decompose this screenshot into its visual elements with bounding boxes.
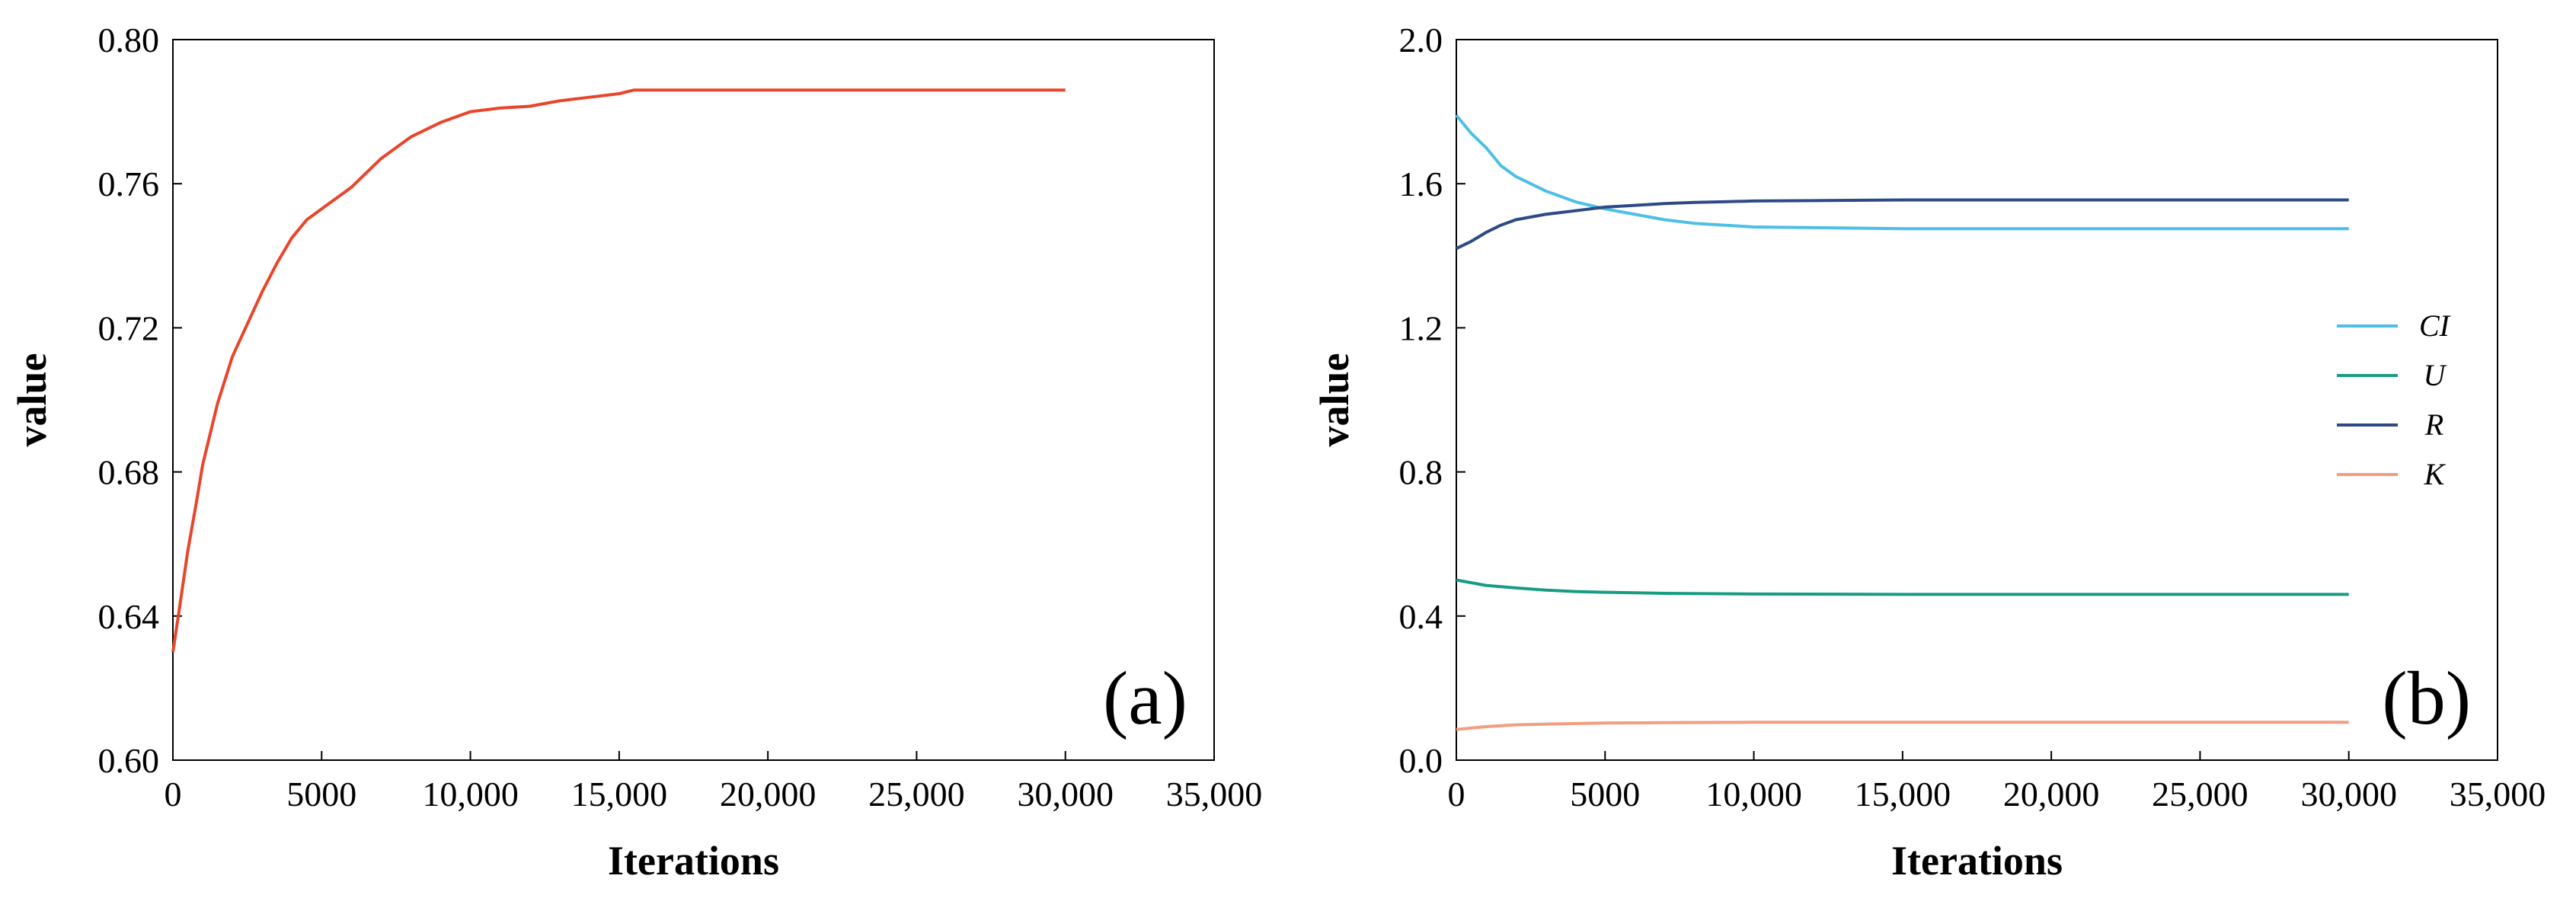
x-axis-title: Iterations xyxy=(608,838,779,884)
x-tick-label: 35,000 xyxy=(2450,775,2546,813)
y-axis-title: value xyxy=(9,353,55,446)
x-tick-label: 20,000 xyxy=(2003,775,2100,813)
x-tick-label: 30,000 xyxy=(2300,775,2397,813)
legend-label-u: U xyxy=(2424,358,2448,392)
x-tick-label: 35,000 xyxy=(1166,775,1263,813)
panel-b: 0 5000 10,000 15,000 20,000 25,000 30,000 35,00… xyxy=(1312,21,2546,884)
plot-frame xyxy=(172,39,1215,761)
series-line-value xyxy=(171,88,1066,653)
y-tick-label: 0.68 xyxy=(98,453,160,492)
plot-frame xyxy=(1456,39,2498,761)
legend-label-r: R xyxy=(2424,407,2443,442)
y-tick-label: 2.0 xyxy=(1399,21,1443,59)
legend-label-k: K xyxy=(2424,457,2447,491)
x-tick-label: 5000 xyxy=(1570,775,1640,813)
series-line-ci xyxy=(1455,114,2349,231)
y-tick-label: 1.6 xyxy=(1399,165,1443,203)
x-tick-label: 25,000 xyxy=(2152,775,2248,813)
x-tick-label: 30,000 xyxy=(1017,775,1114,813)
x-tick-label: 15,000 xyxy=(1855,775,1951,813)
y-tick-label: 1.2 xyxy=(1399,308,1443,347)
y-tick-label: 0.0 xyxy=(1399,741,1443,780)
x-tick-label: 15,000 xyxy=(571,775,668,813)
y-tick-label: 0.80 xyxy=(98,21,160,59)
x-tick-label: 10,000 xyxy=(422,775,519,813)
panel-a: 0 5000 10,000 15,000 20,000 25,000 30,000 35,00… xyxy=(9,21,1262,884)
x-tick-label: 20,000 xyxy=(720,775,817,813)
y-tick-label: 0.72 xyxy=(98,308,160,347)
y-tick-label: 0.76 xyxy=(98,165,160,203)
legend: CI URK xyxy=(2337,308,2451,491)
y-tick-label: 0.8 xyxy=(1399,453,1443,492)
y-tick-label: 0.60 xyxy=(98,741,160,780)
panel-label: (b) xyxy=(2382,656,2471,740)
x-tick-label: 5000 xyxy=(286,775,356,813)
series-line-u xyxy=(1456,578,2349,596)
x-tick-label: 0 xyxy=(165,775,182,813)
series-line-r xyxy=(1456,198,2349,251)
y-tick-label: 0.64 xyxy=(98,597,160,636)
y-axis-title: value xyxy=(1312,353,1357,446)
x-tick-label: 25,000 xyxy=(868,775,965,813)
panel-label: (a) xyxy=(1103,656,1187,740)
y-tick-label: 0.4 xyxy=(1399,597,1443,636)
x-tick-label: 10,000 xyxy=(1705,775,1802,813)
x-tick-label: 0 xyxy=(1448,775,1465,813)
series-line-k xyxy=(1456,721,2349,731)
legend-label-ci: CI xyxy=(2419,308,2451,343)
x-axis-title: Iterations xyxy=(1891,838,2063,884)
